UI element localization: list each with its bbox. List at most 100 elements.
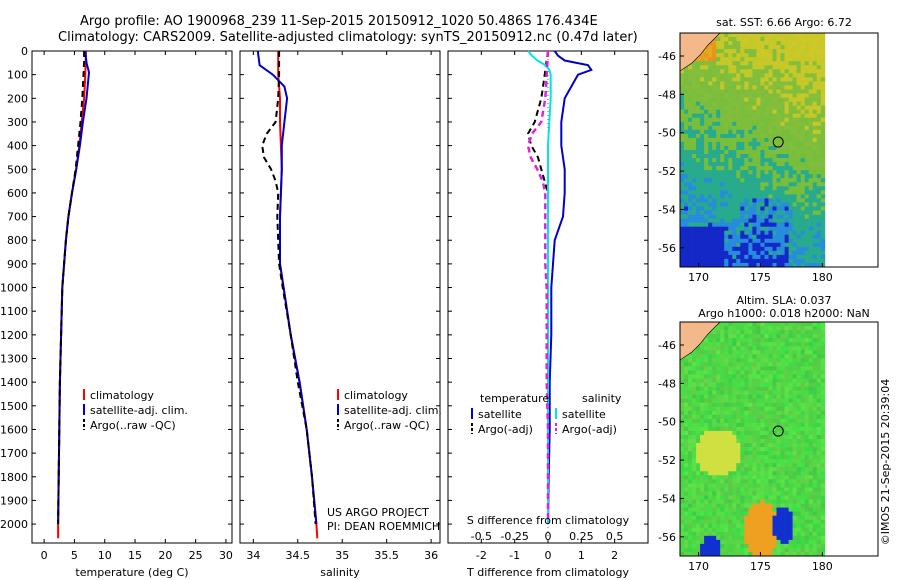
map-cell bbox=[764, 378, 769, 383]
map-cell bbox=[728, 222, 733, 227]
map-cell bbox=[780, 422, 785, 428]
map-cell bbox=[816, 109, 822, 115]
map-cell bbox=[732, 543, 737, 549]
map-cell bbox=[732, 89, 737, 94]
map-cell bbox=[684, 214, 689, 219]
map-cell bbox=[820, 402, 826, 408]
map-cell bbox=[748, 479, 753, 484]
map-cell bbox=[716, 73, 721, 78]
map-cell bbox=[800, 101, 806, 106]
map-cell bbox=[724, 402, 729, 408]
map-cell bbox=[732, 479, 737, 484]
map-cell bbox=[812, 471, 818, 476]
map-cell bbox=[748, 354, 753, 359]
map-cell bbox=[684, 97, 689, 102]
map-cell bbox=[784, 552, 789, 557]
map-cell bbox=[744, 487, 749, 492]
map-cell bbox=[736, 174, 741, 179]
map-cell bbox=[792, 150, 797, 155]
map-cell bbox=[728, 483, 733, 488]
map-cell bbox=[732, 515, 737, 521]
map-cell bbox=[732, 459, 737, 464]
map-cell bbox=[804, 174, 810, 179]
map-cell bbox=[764, 366, 769, 371]
map-cell bbox=[680, 531, 685, 537]
map-cell bbox=[748, 539, 753, 545]
map-cell bbox=[780, 33, 785, 38]
map-cell bbox=[800, 443, 806, 448]
map-cell bbox=[780, 507, 785, 512]
map-cell bbox=[720, 503, 725, 508]
x-tick-label: -2 bbox=[476, 549, 487, 562]
map-cell bbox=[680, 410, 685, 416]
map-cell bbox=[816, 539, 822, 545]
map-cell bbox=[696, 358, 701, 363]
map-cell bbox=[712, 414, 717, 420]
map-cell bbox=[692, 507, 697, 512]
map-cell bbox=[760, 129, 765, 135]
map-cell bbox=[784, 430, 789, 436]
map-cell bbox=[816, 535, 822, 541]
map-cell bbox=[744, 89, 749, 94]
map-cell bbox=[796, 81, 801, 86]
map-cell bbox=[728, 515, 733, 521]
map-cell bbox=[740, 354, 745, 359]
map-cell bbox=[716, 535, 721, 541]
map-cell bbox=[720, 322, 725, 327]
map-cell bbox=[748, 154, 753, 159]
map-cell bbox=[744, 350, 749, 355]
map-cell bbox=[752, 467, 757, 472]
map-cell bbox=[688, 430, 693, 436]
map-cell bbox=[716, 182, 721, 187]
map-cell bbox=[684, 503, 689, 508]
map-cell bbox=[804, 435, 810, 440]
map-cell bbox=[756, 65, 761, 70]
map-x-tick-label: 175 bbox=[750, 560, 771, 573]
map-cell bbox=[784, 166, 789, 171]
map-cell bbox=[804, 479, 810, 484]
map-cell bbox=[724, 162, 729, 167]
map-cell bbox=[796, 73, 801, 78]
map-cell bbox=[696, 121, 701, 127]
map-cell bbox=[816, 414, 822, 420]
map-cell bbox=[740, 65, 745, 70]
map-cell bbox=[716, 69, 721, 74]
map-cell bbox=[808, 166, 814, 171]
map-cell bbox=[792, 170, 797, 175]
map-cell bbox=[696, 210, 701, 215]
map-cell bbox=[700, 146, 705, 151]
map-cell bbox=[752, 326, 757, 331]
map-cell bbox=[756, 263, 761, 268]
map-cell bbox=[796, 426, 801, 432]
map-cell bbox=[696, 182, 701, 187]
map-cell bbox=[736, 57, 741, 62]
map-cell bbox=[748, 166, 753, 171]
map-cell bbox=[680, 263, 685, 268]
map-cell bbox=[776, 129, 781, 135]
map-cell bbox=[748, 467, 753, 472]
map-cell bbox=[724, 77, 729, 82]
map-cell bbox=[696, 69, 701, 74]
map-cell bbox=[780, 101, 785, 106]
map-cell bbox=[700, 85, 705, 90]
map-cell bbox=[804, 451, 810, 456]
map-cell bbox=[684, 258, 689, 264]
map-cell bbox=[792, 354, 797, 359]
map-cell bbox=[708, 49, 713, 54]
map-cell bbox=[704, 61, 709, 66]
map-cell bbox=[772, 238, 777, 244]
map-cell bbox=[744, 443, 749, 448]
map-cell bbox=[684, 158, 689, 163]
map-cell bbox=[792, 326, 797, 331]
map-cell bbox=[808, 455, 814, 460]
map-cell bbox=[728, 178, 733, 183]
map-cell bbox=[752, 105, 757, 110]
map-cell bbox=[796, 65, 801, 70]
map-cell bbox=[696, 73, 701, 78]
map-cell bbox=[808, 479, 814, 484]
map-cell bbox=[744, 414, 749, 420]
map-cell bbox=[736, 358, 741, 363]
map-cell bbox=[792, 101, 797, 106]
map-cell bbox=[752, 547, 757, 553]
map-cell bbox=[708, 475, 713, 480]
